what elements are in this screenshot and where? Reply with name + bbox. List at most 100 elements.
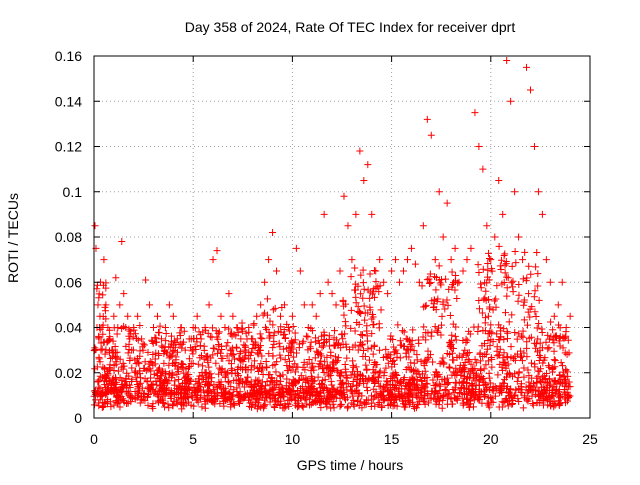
data-point (201, 397, 209, 405)
data-point (501, 261, 509, 269)
data-point (209, 256, 217, 264)
data-point (353, 319, 361, 327)
data-point (203, 388, 211, 396)
data-point (292, 244, 300, 252)
data-point (165, 361, 173, 369)
data-point (305, 382, 313, 390)
data-point (152, 377, 160, 385)
data-point (386, 335, 394, 343)
data-point (349, 357, 357, 365)
data-point (553, 333, 561, 341)
data-point (541, 387, 549, 395)
data-point (268, 386, 276, 394)
data-point (311, 354, 319, 362)
data-point (362, 361, 370, 369)
data-point (153, 338, 161, 346)
data-point (435, 262, 443, 270)
data-point (205, 363, 213, 371)
data-point (482, 350, 490, 358)
data-point (93, 281, 101, 289)
data-point (403, 346, 411, 354)
data-point (208, 324, 216, 332)
y-tick-label: 0.02 (55, 365, 82, 381)
data-point (262, 363, 270, 371)
data-point (372, 278, 380, 286)
data-point (522, 383, 530, 391)
data-point (384, 290, 392, 298)
data-point (319, 342, 327, 350)
data-point (155, 351, 163, 359)
data-point (173, 398, 181, 406)
data-point (285, 352, 293, 360)
data-point (423, 373, 431, 381)
data-point (523, 63, 531, 71)
data-point (410, 347, 418, 355)
data-point (217, 388, 225, 396)
data-point (555, 321, 563, 329)
data-point (280, 326, 288, 334)
data-point (102, 390, 110, 398)
data-point (325, 332, 333, 340)
data-point (168, 389, 176, 397)
data-point (457, 367, 465, 375)
data-point (218, 345, 226, 353)
data-point (527, 333, 535, 341)
data-point (97, 346, 105, 354)
data-point (363, 365, 371, 373)
data-point (368, 315, 376, 323)
data-point (449, 356, 457, 364)
data-point (468, 366, 476, 374)
data-point (392, 384, 400, 392)
data-point (366, 270, 374, 278)
data-point (439, 300, 447, 308)
data-point (299, 402, 307, 410)
data-point (439, 233, 447, 241)
data-point (161, 385, 169, 393)
data-point (225, 357, 233, 365)
data-point (448, 349, 456, 357)
data-point (548, 386, 556, 394)
data-point (134, 312, 142, 320)
data-point (462, 395, 470, 403)
data-point (364, 396, 372, 404)
data-point (464, 394, 472, 402)
data-point (550, 356, 558, 364)
data-point (364, 345, 372, 353)
data-point (505, 369, 513, 377)
data-point (411, 260, 419, 268)
data-point (438, 404, 446, 412)
data-point (393, 353, 401, 361)
data-point (511, 188, 519, 196)
data-point (289, 345, 297, 353)
data-point (136, 322, 144, 330)
data-point (474, 261, 482, 269)
data-point (451, 244, 459, 252)
data-point (441, 381, 449, 389)
data-point (357, 290, 365, 298)
data-point (491, 233, 499, 241)
data-point (480, 295, 488, 303)
data-point (103, 381, 111, 389)
data-point (98, 345, 106, 353)
data-point (533, 248, 541, 256)
data-point (414, 384, 422, 392)
data-point (550, 339, 558, 347)
data-point (314, 349, 322, 357)
data-point (252, 340, 260, 348)
data-point (177, 390, 185, 398)
data-point (486, 303, 494, 311)
data-point (336, 402, 344, 410)
data-point (432, 400, 440, 408)
data-point (236, 356, 244, 364)
data-point (251, 381, 259, 389)
data-point (476, 305, 484, 313)
data-point (360, 399, 368, 407)
data-point (531, 287, 539, 295)
data-point (324, 370, 332, 378)
data-point (421, 388, 429, 396)
data-point (452, 323, 460, 331)
data-point (280, 345, 288, 353)
data-point (503, 335, 511, 343)
data-point (330, 385, 338, 393)
